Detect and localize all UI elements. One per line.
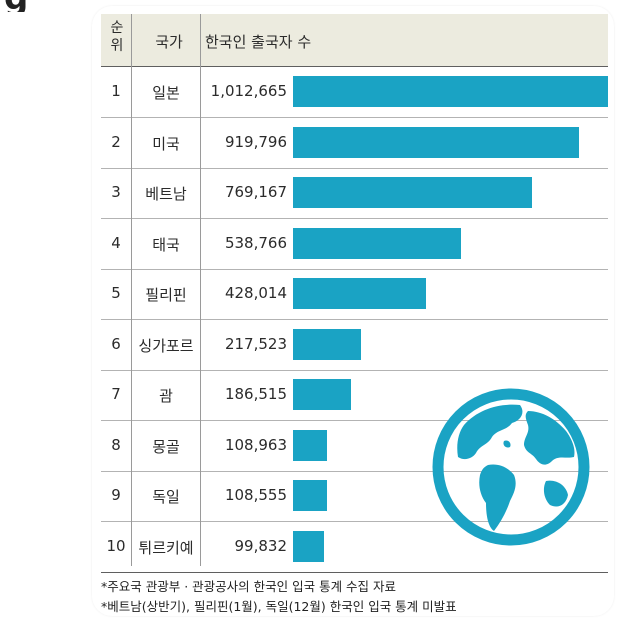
table-header: [101, 14, 608, 67]
country-label: 괌: [159, 387, 173, 405]
bar: [293, 480, 327, 511]
header-country: 국가: [155, 33, 183, 51]
country-label: 필리핀: [145, 286, 187, 304]
bar: [293, 278, 427, 309]
country-label: 독일: [152, 488, 180, 506]
rank-label: 7: [111, 385, 121, 403]
footnote-missing-data: *베트남(상반기), 필리핀(1월), 독일(12월) 한국인 입국 통계 미발…: [101, 599, 457, 614]
value-label: 769,167: [224, 183, 287, 201]
country-label: 미국: [152, 134, 180, 153]
value-label: 428,014: [224, 284, 287, 302]
table-row: 8 몽골 108,963: [101, 421, 608, 472]
bar: [293, 379, 351, 410]
rank-label: 4: [111, 233, 121, 252]
rank-label: 9: [111, 486, 121, 504]
table-row: 9 독일 108,555: [101, 471, 608, 522]
table-row: 2 미국 919,796: [101, 118, 608, 169]
header-rank: 순 위: [110, 20, 124, 54]
country-label: 튀르키예: [138, 538, 194, 557]
rank-label: 3: [111, 183, 121, 201]
rank-label: 8: [111, 435, 121, 454]
bar: [293, 227, 461, 259]
rank-label: 1: [111, 82, 121, 100]
rank-label: 10: [106, 536, 126, 555]
bar: [293, 530, 325, 562]
column-divider-country: [200, 14, 201, 566]
chart-card: [92, 6, 614, 616]
value-label: 108,555: [224, 486, 287, 504]
bar: [293, 126, 580, 158]
table-row: 6 싱가포르 217,523: [101, 320, 608, 371]
table-row: 1 일본 1,012,665: [101, 67, 608, 118]
value-label: 538,766: [224, 233, 287, 252]
footnote-source: *주요국 관광부 · 관광공사의 한국인 입국 통계 수집 자료: [101, 579, 397, 594]
country-label: 일본: [152, 84, 180, 102]
table-row: 3 베트남 769,167: [101, 168, 608, 219]
value-label: 919,796: [224, 132, 287, 151]
rank-label: 6: [111, 334, 121, 353]
column-divider-rank: [131, 14, 132, 566]
value-label: 217,523: [224, 334, 287, 353]
table-row: 7 괌 186,515: [101, 370, 608, 421]
header-count: 한국인 출국자 수: [205, 33, 312, 51]
bar: [293, 429, 327, 461]
rank-label: 5: [111, 284, 121, 302]
country-label: 베트남: [145, 185, 187, 203]
value-label: 99,832: [234, 536, 288, 555]
value-label: 108,963: [224, 435, 287, 454]
country-label: 싱가포르: [138, 336, 194, 355]
table-row: 5 필리핀 428,014: [101, 269, 608, 320]
table-row: 10 튀르키예 99,832: [101, 522, 608, 573]
page-edge-fragment: g: [0, 0, 42, 12]
bar: [293, 76, 608, 107]
bar: [293, 177, 533, 208]
value-label: 1,012,665: [210, 82, 287, 100]
table-row: 4 태국 538,766: [101, 219, 608, 270]
country-label: 몽골: [152, 437, 180, 456]
country-label: 태국: [152, 235, 180, 254]
bar: [293, 328, 361, 360]
globe-icon: [432, 388, 590, 546]
rank-label: 2: [111, 132, 121, 151]
value-label: 186,515: [224, 385, 287, 403]
